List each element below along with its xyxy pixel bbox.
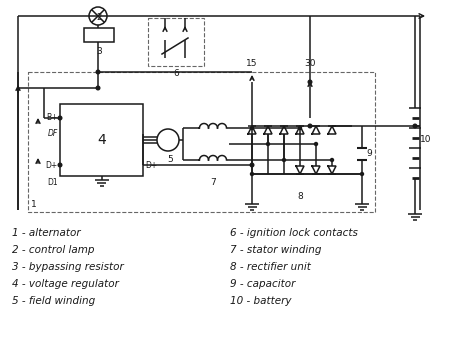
Text: 2 - control lamp: 2 - control lamp [12,245,94,255]
Text: 3: 3 [96,47,102,56]
Text: 4: 4 [97,133,106,147]
Circle shape [251,172,253,176]
Circle shape [413,124,417,128]
Text: 1 - alternator: 1 - alternator [12,228,81,238]
Text: 5 - field winding: 5 - field winding [12,296,95,306]
Circle shape [315,143,318,145]
Text: D+: D+ [145,161,157,170]
Text: 7 - stator winding: 7 - stator winding [230,245,321,255]
Circle shape [266,143,270,145]
Text: 10: 10 [420,136,432,145]
Text: D+: D+ [46,161,58,170]
Bar [28,72,375,212]
Text: 30: 30 [304,59,316,68]
Circle shape [96,70,100,74]
Circle shape [308,80,312,84]
Text: 5: 5 [167,155,173,164]
Text: 4 - voltage regulator: 4 - voltage regulator [12,279,119,289]
Circle shape [58,163,62,167]
Circle shape [250,163,254,167]
Circle shape [251,126,253,130]
Text: B+: B+ [46,113,58,122]
Text: D1: D1 [47,178,58,187]
Circle shape [308,124,312,128]
Text: 6: 6 [173,69,179,78]
Bar [148,18,204,66]
Circle shape [283,158,285,162]
Circle shape [360,172,364,176]
Circle shape [298,126,302,130]
Bar [84,28,114,42]
Circle shape [96,86,100,90]
Text: 9: 9 [366,150,372,158]
Bar [60,104,143,176]
Circle shape [330,158,333,162]
Text: 6 - ignition lock contacts: 6 - ignition lock contacts [230,228,358,238]
Text: 15: 15 [246,59,258,68]
Text: 1: 1 [31,200,37,209]
Text: 3 - bypassing resistor: 3 - bypassing resistor [12,262,124,272]
Text: 8: 8 [297,192,303,201]
Text: 8 - rectifier unit: 8 - rectifier unit [230,262,311,272]
Text: 10 - battery: 10 - battery [230,296,292,306]
Text: 9 - capacitor: 9 - capacitor [230,279,295,289]
Circle shape [58,116,62,120]
Text: DF: DF [48,130,58,138]
Text: 7: 7 [210,178,216,187]
Text: 2: 2 [96,13,102,21]
